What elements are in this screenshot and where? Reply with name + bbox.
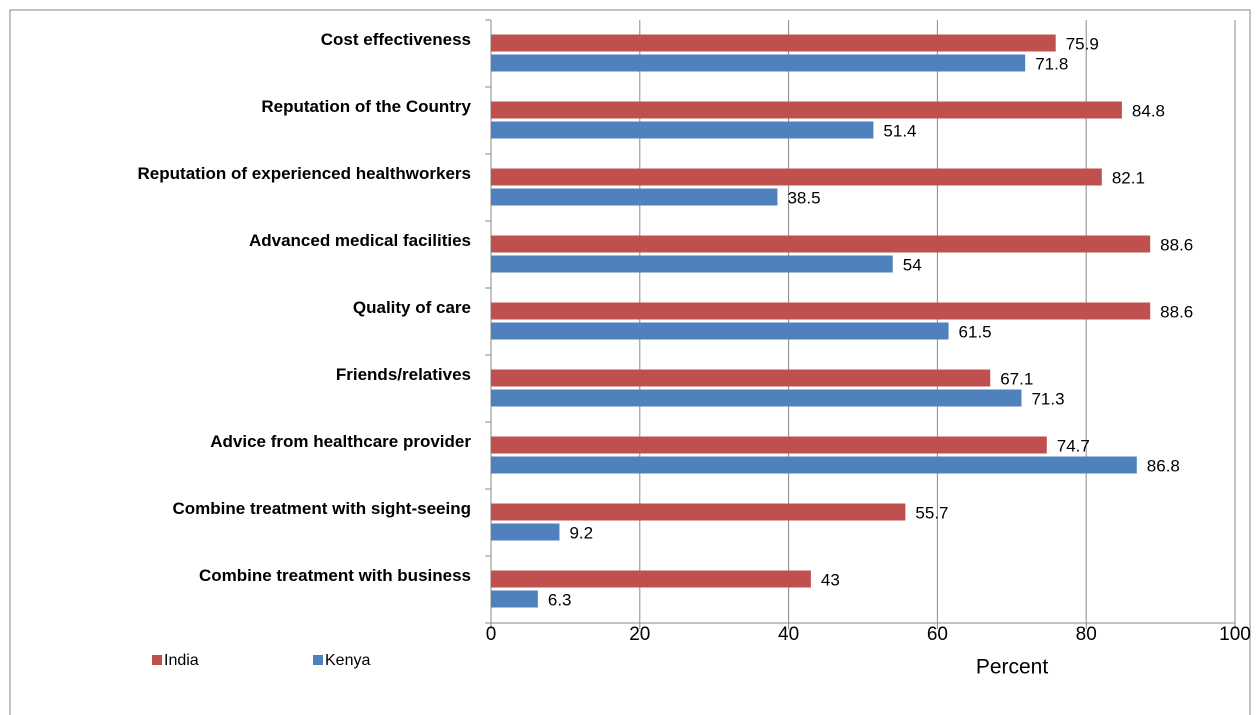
bar <box>491 503 906 521</box>
data-label: 86.8 <box>1147 456 1180 475</box>
data-label: 43 <box>821 570 840 589</box>
data-label: 55.7 <box>915 503 948 522</box>
x-tick-label: 60 <box>927 624 948 645</box>
y-tick-label: Combine treatment with sight-seeing <box>173 499 471 518</box>
data-label: 67.1 <box>1000 369 1033 388</box>
data-label: 51.4 <box>883 121 916 140</box>
y-tick-label: Quality of care <box>353 298 471 317</box>
bar <box>491 302 1151 320</box>
chart-border <box>9 9 1251 715</box>
data-label: 74.7 <box>1057 436 1090 455</box>
bar <box>491 389 1022 407</box>
bar <box>491 523 560 541</box>
bar <box>491 235 1151 253</box>
data-label: 9.2 <box>569 523 593 542</box>
bar <box>491 436 1047 454</box>
x-tick-label: 100 <box>1219 624 1251 645</box>
data-label: 88.6 <box>1160 302 1193 321</box>
data-label: 61.5 <box>959 322 992 341</box>
bar <box>491 590 538 608</box>
data-label: 82.1 <box>1112 168 1145 187</box>
x-tick-label: 0 <box>486 624 497 645</box>
bar <box>491 322 949 340</box>
data-label: 84.8 <box>1132 101 1165 120</box>
y-tick-label: Friends/relatives <box>336 365 471 384</box>
data-label: 75.9 <box>1066 34 1099 53</box>
data-label: 38.5 <box>787 188 820 207</box>
x-axis-title: Percent <box>976 656 1049 679</box>
y-tick-label: Reputation of experienced healthworkers <box>138 164 471 183</box>
data-label: 54 <box>903 255 922 274</box>
bar <box>491 54 1026 72</box>
y-tick-label: Advanced medical facilities <box>249 231 471 250</box>
bar <box>491 188 778 206</box>
data-label: 71.3 <box>1031 389 1064 408</box>
y-tick-label: Advice from healthcare provider <box>210 432 471 451</box>
y-tick-label: Cost effectiveness <box>321 30 471 49</box>
data-label: 71.8 <box>1035 54 1068 73</box>
legend-label: India <box>164 652 199 669</box>
data-label: 6.3 <box>548 590 572 609</box>
bar <box>491 34 1056 52</box>
x-tick-label: 40 <box>778 624 799 645</box>
y-tick-label: Combine treatment with business <box>199 566 471 585</box>
bar <box>491 570 811 588</box>
bar <box>491 255 893 273</box>
bar <box>491 168 1102 186</box>
x-tick-label: 80 <box>1076 624 1097 645</box>
x-tick-label: 20 <box>629 624 650 645</box>
legend-swatch <box>152 655 162 665</box>
legend-swatch <box>313 655 323 665</box>
y-tick-label: Reputation of the Country <box>261 97 471 116</box>
bar <box>491 101 1122 119</box>
bar <box>491 456 1137 474</box>
bar <box>491 121 874 139</box>
legend-label: Kenya <box>325 652 370 669</box>
data-label: 88.6 <box>1160 235 1193 254</box>
bar <box>491 369 991 387</box>
